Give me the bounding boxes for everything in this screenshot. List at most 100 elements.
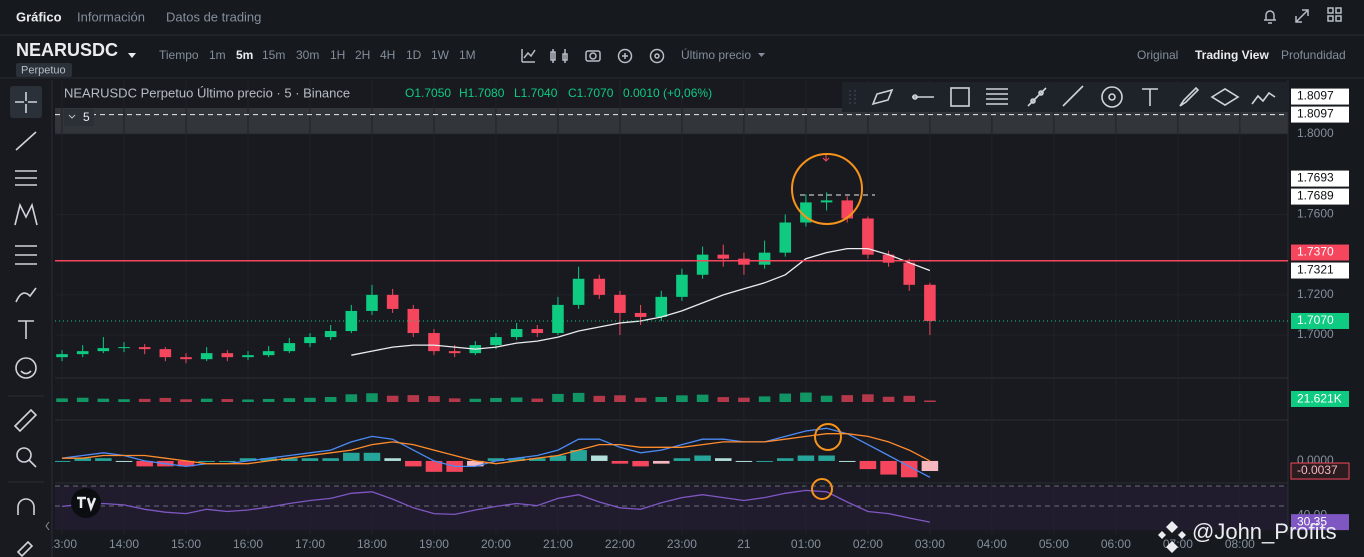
macd-bar: [611, 460, 629, 464]
view-option[interactable]: Original: [1137, 48, 1178, 62]
tab[interactable]: Gráfico: [16, 9, 62, 24]
candle-body: [614, 294, 626, 313]
price-type[interactable]: Último precio: [681, 47, 751, 62]
macd-bar: [694, 455, 711, 461]
macd-bar: [177, 460, 195, 467]
volume-bar: [758, 396, 771, 402]
macd-bar: [591, 455, 608, 461]
volume-bar: [345, 394, 358, 402]
volume-bar: [593, 395, 606, 402]
timeframe[interactable]: 15m: [262, 48, 285, 62]
volume-bar: [200, 398, 213, 402]
view-option[interactable]: Profundidad: [1281, 48, 1346, 62]
chart-tool-icons[interactable]: [521, 48, 665, 64]
macd-bar: [301, 458, 319, 461]
volume-bar: [242, 399, 254, 402]
volume-bar: [138, 398, 151, 402]
candle-body: [841, 200, 854, 219]
candle-body: [593, 278, 606, 295]
candle-body: [696, 254, 709, 275]
legend-ohlc: O1.7050: [405, 86, 451, 100]
x-tick-label: 13:00: [47, 537, 77, 551]
candles: [56, 192, 936, 364]
volume-label: 21.621K: [1297, 392, 1342, 406]
timeframe[interactable]: 1m: [209, 48, 226, 62]
macd-bar: [900, 460, 918, 478]
volume-bar: [180, 399, 192, 402]
macd-bar: [136, 460, 153, 467]
macd-bar: [529, 458, 546, 461]
rsi-band: [55, 486, 1288, 530]
price-level-label: 1.8097: [1297, 107, 1334, 121]
volume-bar: [510, 397, 523, 402]
interval-box[interactable]: [64, 109, 94, 126]
x-tick-label: 03:00: [915, 537, 945, 551]
timeframe[interactable]: 30m: [296, 48, 319, 62]
logo: [71, 488, 101, 518]
macd-bar: [838, 460, 856, 462]
timeframe[interactable]: 1H: [330, 48, 345, 62]
watermark-icon: [1158, 521, 1186, 553]
volume-bar: [676, 395, 688, 402]
price-level-label: 1.7370: [1297, 245, 1334, 259]
macd-bar: [384, 458, 401, 461]
collapse-icon[interactable]: [68, 114, 76, 119]
macd-bar: [570, 450, 587, 461]
timeframe[interactable]: 2H: [355, 48, 370, 62]
macd-bar: [632, 460, 649, 467]
volume-bar: [448, 398, 461, 402]
x-tick-label: 16:00: [233, 537, 263, 551]
dropdown-arrow[interactable]: [758, 53, 765, 57]
left-toolbar[interactable]: [0, 80, 53, 557]
candle-body: [655, 296, 668, 317]
badge-bg: [16, 63, 72, 77]
candle-body: [56, 354, 68, 358]
price-level-label: 1.7693: [1297, 171, 1334, 185]
timeframe[interactable]: 1M: [459, 48, 476, 62]
x-tick-label: 15:00: [171, 537, 201, 551]
tab[interactable]: Datos de trading: [166, 9, 261, 24]
tab[interactable]: Información: [77, 9, 145, 24]
price-level-box: [1291, 106, 1349, 123]
volume-bar: [903, 395, 916, 402]
view-option[interactable]: Trading View: [1195, 48, 1269, 62]
macd-bar: [653, 460, 670, 464]
candle-body: [820, 200, 833, 203]
macd-label: -0.0037: [1297, 463, 1338, 477]
timeframe[interactable]: 4H: [380, 48, 395, 62]
timeframe[interactable]: 1D: [406, 48, 422, 62]
macd-label-box: [1290, 462, 1350, 480]
macd-bar: [343, 452, 360, 461]
timeframe[interactable]: 1W: [431, 48, 450, 62]
drawing-toolbar[interactable]: [842, 82, 1288, 112]
macd-bar: [405, 460, 422, 467]
x-tick-label: 05:00: [1039, 537, 1069, 551]
price-level-box: [1291, 88, 1349, 105]
x-tick-label: 06:00: [1101, 537, 1131, 551]
price-level-label: 1.7689: [1297, 189, 1334, 203]
x-tick-label: 23:00: [667, 537, 697, 551]
macd-line: [62, 433, 931, 465]
window-icons[interactable]: [1264, 7, 1342, 24]
volume-bar: [572, 392, 585, 402]
macd-bar: [115, 460, 133, 462]
symbol[interactable]: NEARUSDC: [16, 40, 118, 60]
volume-bar: [696, 394, 709, 402]
ma-line: [351, 247, 931, 356]
candle-body: [386, 294, 399, 309]
legend-change: 0.0010 (+0,06%): [623, 86, 712, 100]
candle-body: [428, 333, 440, 352]
macd-bar: [714, 458, 732, 461]
candle-body: [97, 348, 110, 352]
candle-body: [779, 222, 792, 253]
volume-bar: [924, 400, 936, 402]
macd-bar: [425, 460, 443, 472]
macd-bar: [55, 460, 71, 462]
volume-bar: [97, 398, 110, 402]
x-tick-label: 21: [737, 537, 751, 551]
dropdown-arrow[interactable]: [128, 53, 136, 58]
timeframe[interactable]: 5m: [236, 48, 253, 62]
macd-bar: [239, 458, 257, 461]
volume-bar: [862, 394, 874, 402]
